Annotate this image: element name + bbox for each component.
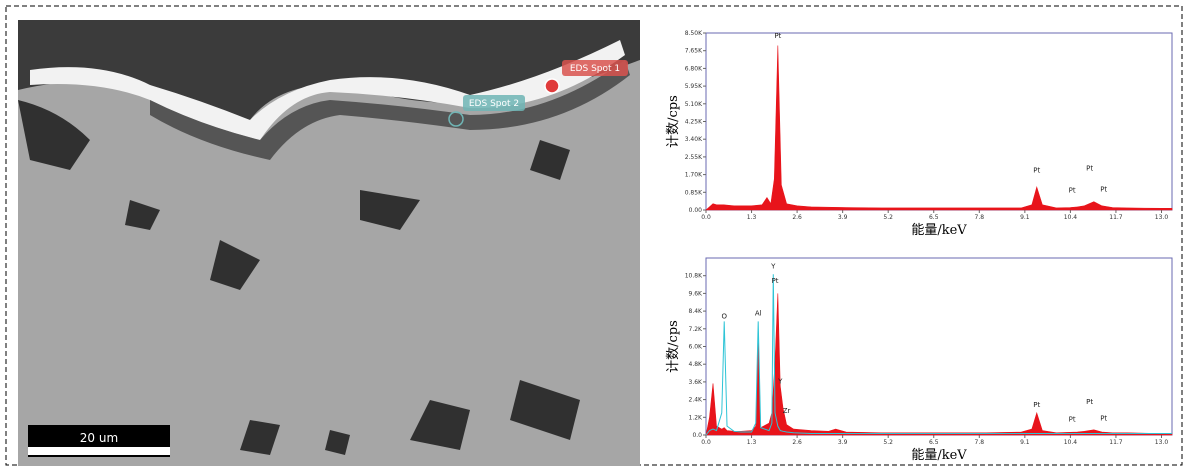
- x-axis-label: 能量/keV: [911, 448, 967, 463]
- x-tick-label: 5.2: [883, 439, 893, 446]
- spot-label: EDS Spot 2: [469, 99, 519, 109]
- peak-label: Pt: [1100, 185, 1107, 193]
- x-tick-label: 7.8: [975, 214, 985, 221]
- y-tick-label: 0.00: [689, 207, 703, 214]
- y-tick-label: 6.0K: [689, 344, 704, 351]
- x-tick-label: 6.5: [929, 214, 939, 221]
- scale-bar-label: 20 um: [80, 431, 118, 445]
- x-tick-label: 6.5: [929, 439, 939, 446]
- y-tick-label: 2.4K: [689, 397, 704, 404]
- x-tick-label: 10.4: [1064, 214, 1078, 221]
- sem-image: EDS Spot 1 EDS Spot 2 20 um: [18, 20, 640, 466]
- spectrum-area: [705, 45, 1173, 211]
- x-tick-label: 13.0: [1155, 214, 1169, 221]
- peak-label: Y: [770, 262, 776, 270]
- y-tick-label: 3.40K: [685, 136, 703, 143]
- peak-label: Pt: [774, 32, 781, 40]
- x-tick-label: 9.1: [1020, 214, 1030, 221]
- peak-label: O: [721, 312, 727, 320]
- peak-label: Pt: [1086, 164, 1093, 172]
- y-tick-label: 4.8K: [689, 361, 704, 368]
- x-tick-label: 0.0: [701, 214, 711, 221]
- x-tick-label: 13.0: [1155, 439, 1169, 446]
- x-tick-label: 9.1: [1020, 439, 1030, 446]
- peak-label: Pt: [1069, 186, 1076, 194]
- peak-label: Pt: [1033, 167, 1040, 175]
- spot-label: EDS Spot 1: [570, 64, 620, 74]
- x-tick-label: 7.8: [975, 439, 985, 446]
- y-tick-label: 0.85K: [685, 189, 703, 196]
- x-tick-label: 2.6: [792, 439, 802, 446]
- y-axis-label: 计数/cps: [666, 95, 681, 148]
- x-tick-label: 11.7: [1109, 214, 1123, 221]
- y-tick-label: 3.6K: [689, 379, 704, 386]
- x-tick-label: 1.3: [747, 214, 757, 221]
- y-tick-label: 0.0: [692, 432, 702, 439]
- y-tick-label: 10.8K: [685, 273, 703, 280]
- peak-label: Pt: [772, 277, 779, 285]
- x-axis-label: 能量/keV: [911, 223, 967, 238]
- x-tick-label: 2.6: [792, 214, 802, 221]
- y-axis-label: 计数/cps: [666, 320, 681, 373]
- x-tick-label: 0.0: [701, 439, 711, 446]
- y-tick-label: 8.50K: [685, 30, 703, 37]
- y-tick-label: 5.95K: [685, 83, 703, 90]
- dashed-frame: [5, 5, 1183, 466]
- y-tick-label: 1.2K: [689, 414, 704, 421]
- x-tick-label: 10.4: [1064, 439, 1078, 446]
- x-tick-label: 3.9: [838, 439, 848, 446]
- y-tick-label: 4.25K: [685, 119, 703, 126]
- x-tick-label: 3.9: [838, 214, 848, 221]
- y-tick-label: 6.80K: [685, 65, 703, 72]
- peak-label: Y: [777, 377, 783, 385]
- y-tick-label: 7.65K: [685, 48, 703, 55]
- y-tick-label: 2.55K: [685, 154, 703, 161]
- peak-label: Pt: [1069, 416, 1076, 424]
- spectrum-line: [705, 274, 1172, 436]
- peak-label: Pt: [1100, 414, 1107, 422]
- peak-label: Al: [755, 310, 762, 318]
- peak-label: Zr: [783, 407, 791, 415]
- plot-frame: [705, 32, 1173, 211]
- plot-frame: [705, 257, 1173, 436]
- x-tick-label: 1.3: [747, 439, 757, 446]
- y-tick-label: 1.70K: [685, 172, 703, 179]
- y-tick-label: 9.6K: [689, 290, 704, 297]
- x-tick-label: 5.2: [883, 214, 893, 221]
- y-tick-label: 8.4K: [689, 308, 704, 315]
- x-tick-label: 11.7: [1109, 439, 1123, 446]
- y-tick-label: 7.2K: [689, 326, 704, 333]
- peak-label: Pt: [1033, 401, 1040, 409]
- y-tick-label: 5.10K: [685, 101, 703, 108]
- peak-label: Pt: [1086, 398, 1093, 406]
